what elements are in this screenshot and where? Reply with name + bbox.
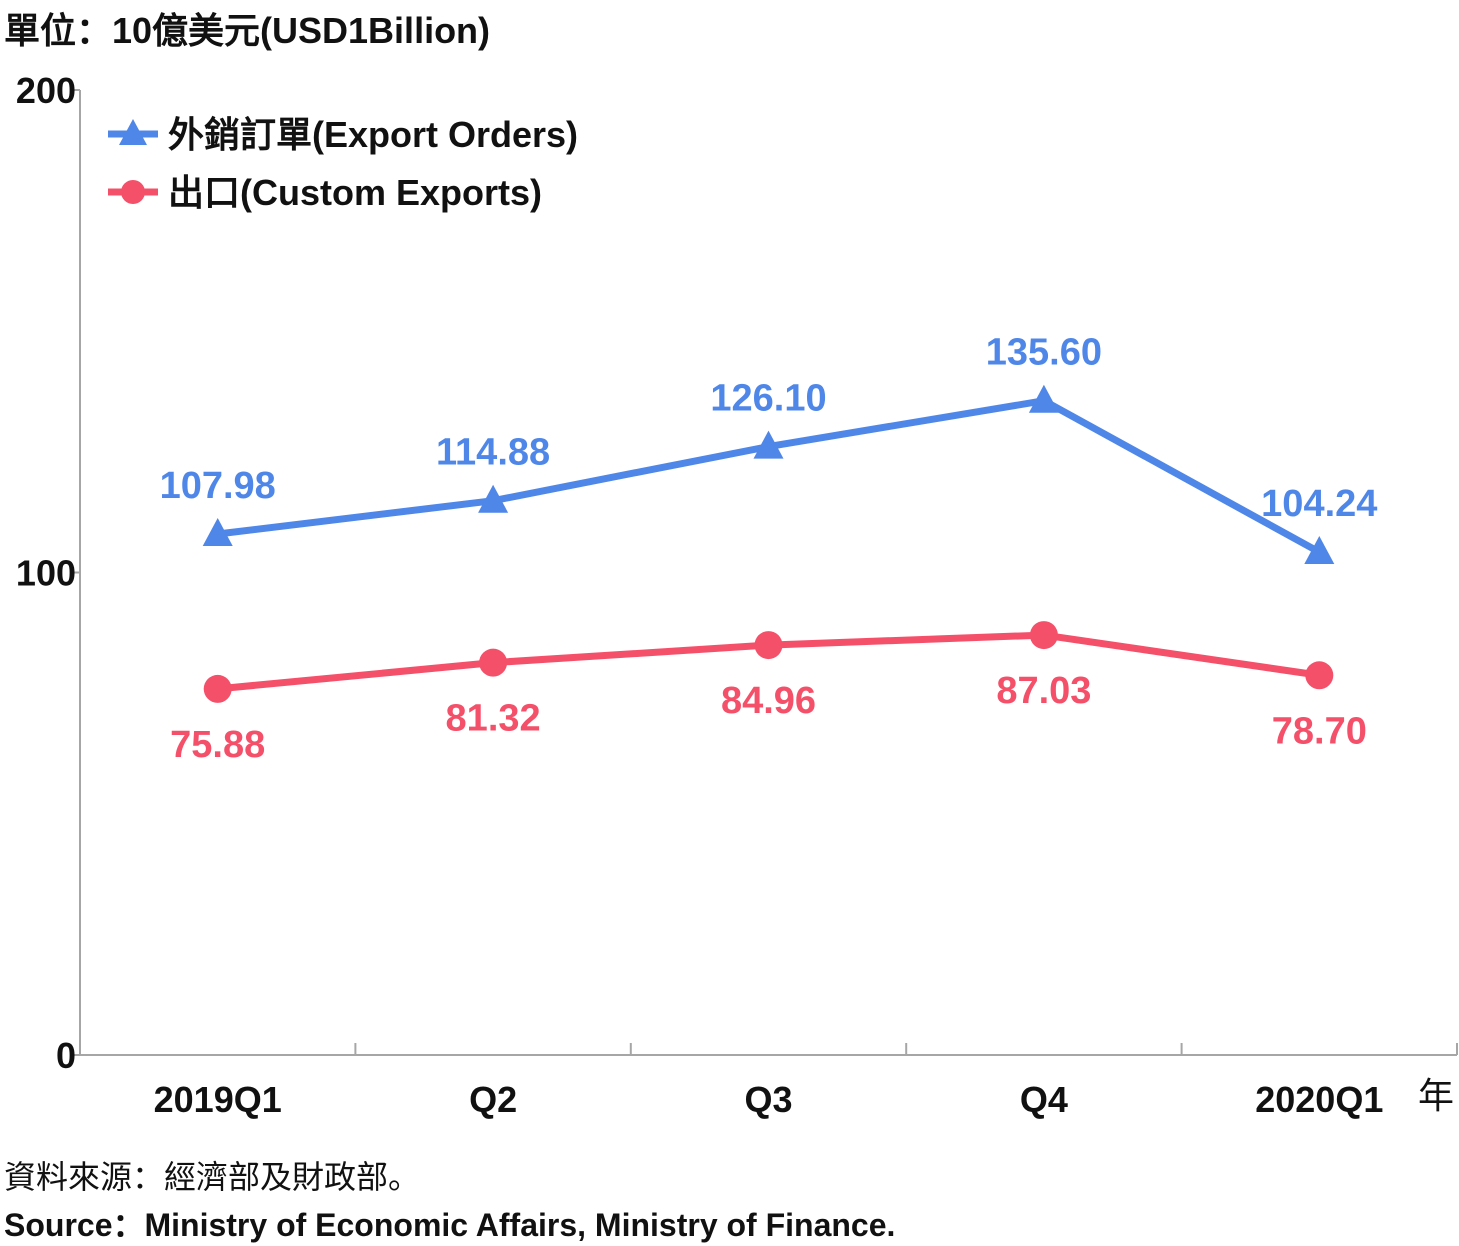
legend-item-0: 外銷訂單(Export Orders): [108, 114, 578, 155]
series-export-orders: 107.98 114.88 126.10 135.60 104.24: [160, 332, 1377, 565]
data-label-0-1: 114.88: [436, 432, 550, 474]
data-label-1-1: 81.32: [446, 698, 541, 740]
data-point-triangle-3: [1028, 384, 1059, 413]
data-point-triangle-2: [753, 430, 784, 459]
data-point-circle-0: [203, 674, 232, 703]
data-label-1-3: 87.03: [996, 670, 1091, 712]
data-label-0-0: 107.98: [160, 465, 276, 507]
legend-label-0: 外銷訂單(Export Orders): [168, 114, 578, 155]
source-note-en: Source：Ministry of Economic Affairs, Min…: [4, 1207, 896, 1243]
series-custom-exports: 75.88 81.32 84.96 87.03 78.70: [170, 621, 1367, 766]
data-label-0-4: 104.24: [1261, 483, 1377, 525]
data-point-circle-3: [1029, 621, 1058, 650]
data-point-circle-1: [479, 648, 508, 677]
data-point-triangle-4: [1304, 536, 1335, 565]
data-label-1-2: 84.96: [721, 680, 816, 722]
series-layer: 107.98 114.88 126.10 135.60 104.24 75.88 81.32…: [160, 332, 1378, 766]
data-point-circle-4: [1305, 661, 1334, 690]
line-chart: 0 100 200 2019Q1 Q2 Q3 Q4 2020Q1 年 107.98 114.88…: [16, 70, 1458, 1120]
data-point-circle-2: [754, 631, 783, 660]
x-axis-ticks: 2019Q1 Q2 Q3 Q4 2020Q1 年: [154, 1043, 1458, 1120]
axes: [79, 90, 1457, 1056]
data-point-triangle-0: [202, 517, 233, 546]
legend: 外銷訂單(Export Orders) 出口(Custom Exports): [108, 114, 578, 213]
data-label-1-4: 78.70: [1272, 710, 1367, 752]
x-tick-label-0: 2019Q1: [154, 1079, 282, 1120]
y-tick-label-0: 0: [56, 1035, 76, 1076]
unit-label: 單位：10億美元(USD1Billion): [4, 10, 491, 51]
source-note-zh: 資料來源：經濟部及財政部。: [4, 1159, 421, 1195]
data-label-0-3: 135.60: [986, 332, 1102, 374]
y-tick-label-1: 100: [16, 553, 76, 594]
x-tick-label-4: 2020Q1: [1255, 1079, 1383, 1120]
data-point-triangle-1: [478, 484, 509, 513]
y-tick-label-2: 200: [16, 70, 76, 111]
x-tick-label-3: Q4: [1020, 1079, 1068, 1120]
x-tick-label-2: Q3: [744, 1079, 792, 1120]
x-axis-suffix: 年: [1418, 1075, 1454, 1116]
legend-triangle-icon: [119, 119, 147, 145]
x-tick-label-1: Q2: [469, 1079, 517, 1120]
y-axis-ticks: 0 100 200: [16, 70, 80, 1076]
legend-label-1: 出口(Custom Exports): [168, 172, 542, 213]
data-label-0-2: 126.10: [710, 378, 826, 420]
legend-item-1: 出口(Custom Exports): [108, 172, 542, 213]
series-line-0: [217, 397, 1321, 556]
data-label-1-0: 75.88: [170, 724, 265, 766]
legend-circle-icon: [121, 180, 145, 204]
